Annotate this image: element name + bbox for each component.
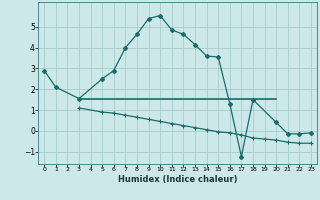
X-axis label: Humidex (Indice chaleur): Humidex (Indice chaleur) [118, 175, 237, 184]
